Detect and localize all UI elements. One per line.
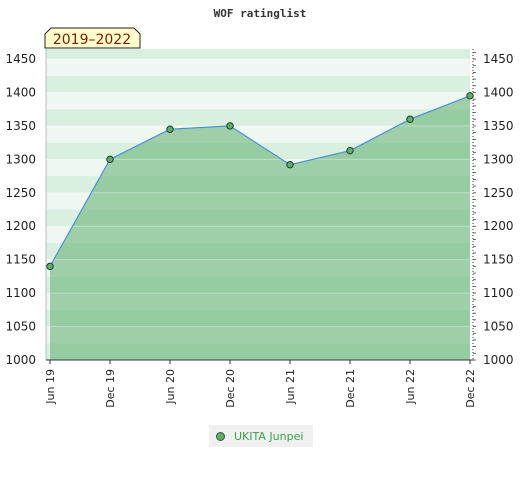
background-band <box>46 109 470 126</box>
legend-label: UKITA Junpei <box>234 429 304 443</box>
x-tick-label: Jun 21 <box>284 369 297 405</box>
y-tick-label-right: 1400 <box>483 85 514 99</box>
y-tick-label-right: 1050 <box>483 320 514 334</box>
y-tick-label-left: 1300 <box>5 152 36 166</box>
y-tick-label-right: 1450 <box>483 52 514 66</box>
line-layer <box>49 95 471 267</box>
point-layer <box>46 92 474 271</box>
x-tick-label: Jun 19 <box>44 369 57 405</box>
y-tick-label-left: 1050 <box>5 320 36 334</box>
background-band <box>46 92 470 110</box>
x-tick-label: Dec 22 <box>464 369 477 408</box>
series-area <box>50 95 470 361</box>
data-point <box>166 125 174 133</box>
y-tick-label-right: 1300 <box>483 152 514 166</box>
x-tick-label: Dec 21 <box>344 369 357 408</box>
y-tick-label-right: 1100 <box>483 286 514 300</box>
period-badge-box <box>44 27 141 49</box>
label-layer: 1000 1000 1050 1050 1100 1100 1150 1150 1200 1200… <box>5 52 513 408</box>
y-tick-label-right: 1250 <box>483 186 514 200</box>
x-tick-label: Dec 19 <box>104 369 117 408</box>
y-tick-label-left: 1000 <box>5 353 36 367</box>
period-label: 2019–2022 <box>53 32 131 48</box>
period-badge: 2019–2022 <box>44 27 141 49</box>
data-point <box>226 122 234 130</box>
background-band <box>46 59 470 76</box>
background-band <box>46 75 470 93</box>
chart-title: WOF ratinglist <box>214 7 307 20</box>
data-point <box>106 155 114 164</box>
data-point <box>406 115 414 123</box>
y-tick-label-right: 1350 <box>483 119 514 133</box>
axis-layer <box>45 49 476 364</box>
data-point <box>46 262 54 271</box>
background-band <box>46 49 470 60</box>
y-tick-label-right: 1200 <box>483 219 514 233</box>
data-point <box>466 92 474 100</box>
y-tick-label-left: 1200 <box>5 219 36 233</box>
y-tick-label-left: 1400 <box>5 85 36 99</box>
y-tick-label-left: 1150 <box>5 253 36 267</box>
series-line <box>49 95 471 267</box>
x-tick-label: Jun 22 <box>404 369 417 405</box>
x-tick-label: Jun 20 <box>164 369 177 405</box>
y-tick-label-left: 1100 <box>5 286 36 300</box>
y-tick-label-right: 1000 <box>483 353 514 367</box>
legend-marker <box>216 431 225 441</box>
x-tick-label: Dec 20 <box>224 369 237 408</box>
area-layer <box>50 95 470 361</box>
y-tick-label-left: 1450 <box>5 52 36 66</box>
legend: UKITA Junpei <box>209 425 313 447</box>
y-tick-label-left: 1350 <box>5 119 36 133</box>
y-tick-label-right: 1150 <box>483 253 514 267</box>
y-tick-label-left: 1250 <box>5 186 36 200</box>
data-point <box>286 161 294 169</box>
data-point <box>346 146 354 155</box>
